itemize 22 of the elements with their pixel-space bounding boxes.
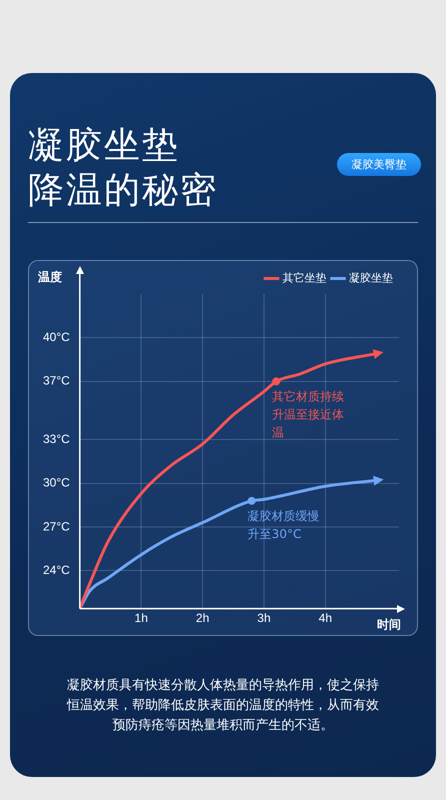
y-tick-label: 37°C [43, 374, 70, 388]
legend-label: 其它坐垫 [282, 271, 326, 284]
chart-subtitle: 降温的秘密 [28, 169, 218, 213]
y-tick-label: 30°C [43, 476, 70, 490]
x-axis-title: 时间 [377, 618, 401, 632]
annotation: 凝胶材质缓慢升至30°C [248, 508, 320, 541]
y-tick-label: 40°C [43, 330, 70, 344]
annotation: 其它材质持续升温至接近体温 [272, 390, 344, 440]
point [248, 496, 256, 505]
x-tick-label: 1h [134, 611, 148, 626]
x-tick-label: 4h [318, 611, 332, 626]
text: 凝胶材质具有快速分散人体热量的导热作用，使之保持恒温效果，帮助降低皮肤表面的温度的特性，从而有效预防痔疮等因热量堆积而产生的不适。 [66, 677, 380, 735]
y-tick-label: 27°C [43, 519, 70, 534]
y-tick-label: 24°C [43, 563, 70, 578]
legend-label: 凝胶坐垫 [349, 271, 393, 284]
point [272, 377, 280, 386]
x-tick-label: 3h [257, 611, 271, 626]
y-axis-title: 温度 [36, 270, 62, 284]
x-tick-label: 2h [196, 611, 210, 626]
chart-title: 凝胶坐垫 [28, 124, 180, 168]
text: 凝胶美臀垫 [337, 153, 421, 176]
y-tick-label: 33°C [43, 432, 70, 446]
